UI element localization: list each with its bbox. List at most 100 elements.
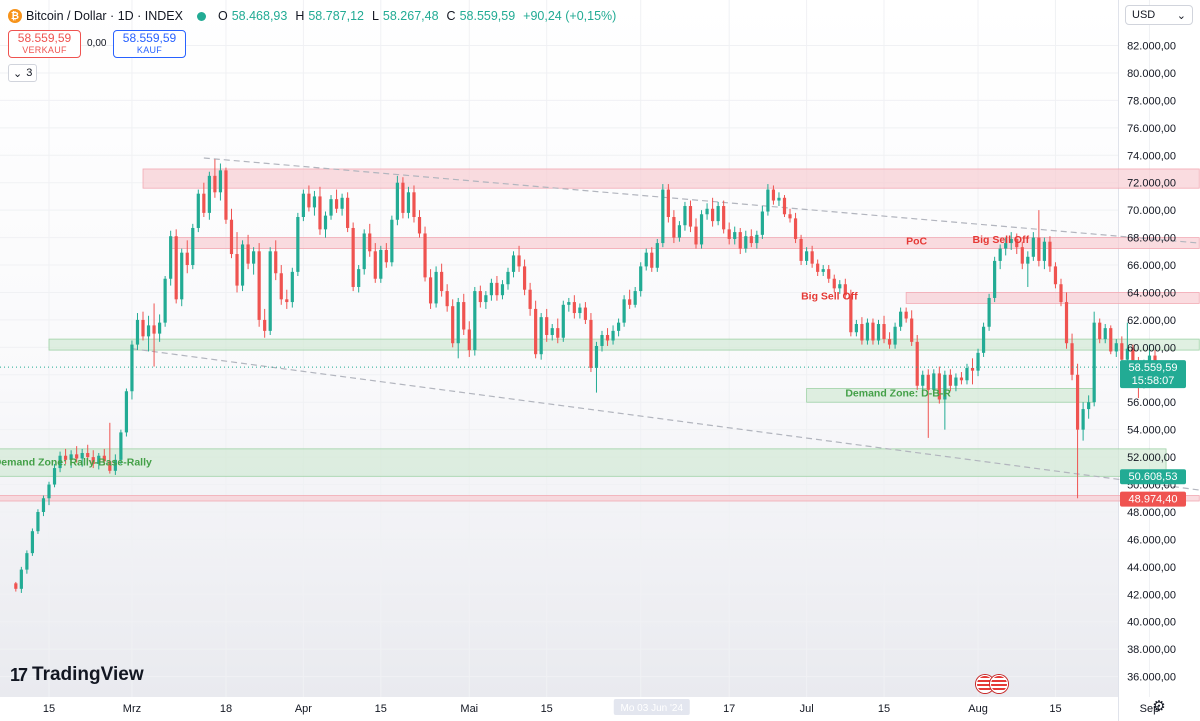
candle-down	[141, 319, 145, 337]
high-value: 58.787,12	[308, 9, 364, 23]
spread-value: 0,00	[87, 38, 107, 49]
candle-down	[522, 266, 527, 290]
candle-down	[185, 252, 189, 266]
candle-down	[937, 373, 941, 400]
candle-down	[915, 341, 919, 386]
candle-up	[998, 248, 1002, 261]
candle-down	[91, 457, 95, 464]
candle-up	[744, 236, 748, 249]
price-level-badge[interactable]	[1120, 491, 1186, 507]
demand-zone[interactable]	[0, 448, 1167, 477]
candle-up	[561, 304, 565, 338]
candle-up	[456, 302, 460, 344]
candle-down	[75, 454, 79, 459]
candle-down	[534, 308, 538, 355]
candle-up	[218, 170, 223, 193]
y-axis-tick-label: 56.000,00	[1127, 397, 1176, 409]
candle-down	[257, 251, 261, 320]
buy-button[interactable]: 58.559,59 KAUF	[113, 30, 186, 58]
candle-down	[910, 318, 914, 342]
close-key: C	[446, 9, 456, 23]
candle-up	[567, 302, 571, 305]
y-axis-tick-label: 66.000,00	[1127, 260, 1176, 272]
candle-down	[650, 252, 654, 268]
candle-up	[207, 175, 211, 213]
low-key: L	[371, 9, 379, 23]
x-axis-tick-label: Sep	[1140, 703, 1160, 715]
candle-down	[373, 251, 377, 279]
candle-down	[1120, 343, 1124, 360]
candle-up	[473, 291, 477, 351]
candle-up	[1004, 243, 1008, 249]
gear-icon[interactable]: ⚙	[1152, 698, 1166, 715]
y-axis-tick-label: 76.000,00	[1127, 123, 1176, 135]
y-axis-tick-label: 82.000,00	[1127, 41, 1176, 53]
candle-down	[904, 311, 908, 319]
candle-up	[854, 324, 858, 333]
y-axis-tick-label: 70.000,00	[1127, 205, 1176, 217]
candle-down	[926, 374, 930, 390]
candle-up	[943, 374, 947, 400]
zone-annotation: Big Sell Off	[801, 290, 858, 302]
supply-zone[interactable]	[0, 495, 1200, 502]
candle-up	[146, 325, 151, 337]
candle-up	[865, 322, 870, 341]
last-price-badge-text: 15:58:07	[1132, 375, 1175, 387]
candle-up	[683, 206, 687, 226]
demand-zone[interactable]	[48, 338, 1200, 351]
candle-down	[467, 329, 471, 351]
y-axis-tick-label: 54.000,00	[1127, 425, 1176, 437]
candle-down	[793, 218, 798, 239]
candle-up	[655, 243, 659, 268]
us-flag-icon	[990, 675, 1008, 693]
price-level-badge[interactable]	[1120, 469, 1186, 485]
candle-down	[445, 291, 449, 307]
y-axis-tick-label: 52.000,00	[1127, 452, 1176, 464]
candle-up	[838, 284, 842, 289]
candle-down	[462, 302, 466, 330]
candle-up	[30, 531, 35, 554]
market-status-dot	[196, 11, 206, 21]
candle-up	[539, 317, 543, 355]
indicators-toggle-button[interactable]: ⌄ 3	[8, 64, 38, 82]
trendline[interactable]	[203, 157, 1200, 244]
supply-zone[interactable]	[142, 168, 1200, 189]
x-axis-tick-label: 17	[723, 703, 735, 715]
candle-up	[633, 291, 637, 305]
candle-up	[876, 324, 881, 341]
currency-select[interactable]: USD ⌄	[1125, 5, 1193, 25]
candle-down	[583, 307, 588, 320]
candle-down	[346, 197, 350, 228]
candle-down	[589, 319, 593, 368]
candle-up	[893, 326, 897, 345]
candle-up	[80, 452, 84, 459]
candle-up	[705, 208, 709, 215]
x-axis-tick-label: 15	[878, 703, 890, 715]
candle-down	[1037, 237, 1041, 261]
candle-down	[628, 299, 632, 305]
candle-up	[340, 197, 344, 209]
candle-up	[406, 192, 411, 213]
candle-up	[506, 271, 510, 285]
economic-events[interactable]	[976, 675, 1008, 693]
candle-down	[672, 217, 676, 238]
candle-up	[1081, 409, 1085, 430]
candle-down	[152, 325, 156, 334]
y-axis-tick-label: 44.000,00	[1127, 562, 1176, 574]
time-axis[interactable]	[0, 697, 1118, 721]
tradingview-logo[interactable]: 17 TradingView	[10, 664, 144, 686]
candle-up	[290, 271, 294, 303]
symbol-title[interactable]: Bitcoin / Dollar · 1D · INDEX	[26, 9, 183, 23]
candle-up	[1092, 322, 1096, 403]
open-value: 58.468,93	[231, 9, 288, 23]
candle-down	[711, 208, 715, 222]
supply-zone[interactable]	[905, 292, 1200, 304]
candle-down	[229, 219, 234, 255]
sell-button[interactable]: 58.559,59 VERKAUF	[8, 30, 81, 58]
candle-up	[52, 468, 57, 485]
last-price-badge[interactable]	[1120, 360, 1186, 389]
candle-down	[738, 232, 742, 249]
candle-up	[130, 344, 134, 392]
candle-down	[1075, 374, 1080, 430]
